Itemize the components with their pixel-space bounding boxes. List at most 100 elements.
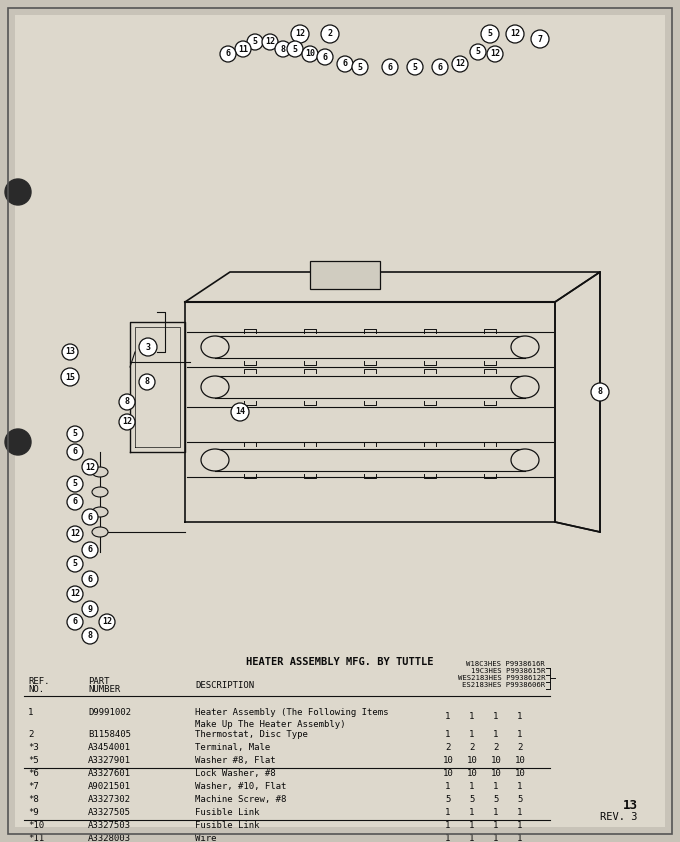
Text: Fusible Link: Fusible Link	[195, 808, 260, 817]
Circle shape	[67, 476, 83, 492]
Text: 5: 5	[469, 795, 475, 804]
Text: Fusible Link: Fusible Link	[195, 821, 260, 830]
Circle shape	[506, 25, 524, 43]
Text: Terminal, Male: Terminal, Male	[195, 743, 270, 752]
Circle shape	[5, 179, 31, 205]
Circle shape	[82, 571, 98, 587]
Text: 1: 1	[445, 730, 451, 739]
Text: 12: 12	[70, 589, 80, 599]
Text: 1: 1	[445, 834, 451, 842]
Text: *11: *11	[28, 834, 44, 842]
Text: HEATER ASSEMBLY MFG. BY TUTTLE: HEATER ASSEMBLY MFG. BY TUTTLE	[246, 657, 434, 667]
Text: 9: 9	[88, 605, 92, 614]
Text: NO.: NO.	[28, 685, 44, 694]
Circle shape	[291, 25, 309, 43]
Text: 1: 1	[517, 782, 523, 791]
Text: 6: 6	[322, 52, 328, 61]
Text: Wire: Wire	[195, 834, 216, 842]
Text: 12: 12	[295, 29, 305, 39]
Text: 1: 1	[445, 808, 451, 817]
Ellipse shape	[201, 449, 229, 471]
Text: A9021501: A9021501	[88, 782, 131, 791]
Text: 12: 12	[70, 530, 80, 539]
Circle shape	[82, 509, 98, 525]
Text: Thermostat, Disc Type: Thermostat, Disc Type	[195, 730, 308, 739]
Text: 5: 5	[488, 29, 492, 39]
Text: Heater Assembly (The Following Items: Heater Assembly (The Following Items	[195, 708, 388, 717]
Text: 1: 1	[517, 834, 523, 842]
Text: Machine Screw, #8: Machine Screw, #8	[195, 795, 286, 804]
Text: WES2183HES P9938612R: WES2183HES P9938612R	[458, 675, 545, 681]
Circle shape	[452, 56, 468, 72]
Circle shape	[67, 614, 83, 630]
Circle shape	[119, 394, 135, 410]
Text: 5: 5	[358, 62, 362, 72]
Text: *7: *7	[28, 782, 39, 791]
Circle shape	[432, 59, 448, 75]
Text: 10: 10	[466, 769, 477, 778]
Text: *6: *6	[28, 769, 39, 778]
Text: A3327302: A3327302	[88, 795, 131, 804]
Text: 6: 6	[73, 498, 78, 507]
Text: 5: 5	[73, 559, 78, 568]
Circle shape	[139, 374, 155, 390]
Ellipse shape	[92, 467, 108, 477]
Text: A3327901: A3327901	[88, 756, 131, 765]
Text: 5: 5	[445, 795, 451, 804]
Ellipse shape	[511, 449, 539, 471]
Text: NUMBER: NUMBER	[88, 685, 120, 694]
Text: 10: 10	[466, 756, 477, 765]
Text: 3: 3	[146, 343, 150, 351]
Text: A3327505: A3327505	[88, 808, 131, 817]
Text: 1: 1	[493, 782, 498, 791]
Circle shape	[82, 628, 98, 644]
Circle shape	[62, 344, 78, 360]
Text: 1: 1	[469, 730, 475, 739]
Text: 2: 2	[445, 743, 451, 752]
Text: 8: 8	[124, 397, 129, 407]
Text: *9: *9	[28, 808, 39, 817]
Ellipse shape	[92, 507, 108, 517]
Text: 8: 8	[280, 45, 286, 54]
Text: 10: 10	[491, 769, 501, 778]
Circle shape	[317, 49, 333, 65]
Text: B1158405: B1158405	[88, 730, 131, 739]
Text: 5: 5	[475, 47, 481, 56]
Circle shape	[337, 56, 353, 72]
Text: 10: 10	[491, 756, 501, 765]
Circle shape	[470, 44, 486, 60]
Circle shape	[287, 41, 303, 57]
Text: 5: 5	[413, 62, 418, 72]
Text: W18C3HES P9938616R: W18C3HES P9938616R	[466, 661, 545, 667]
Circle shape	[61, 368, 79, 386]
Text: ES2183HES P9938606R: ES2183HES P9938606R	[462, 682, 545, 688]
Text: 5: 5	[73, 479, 78, 488]
Text: 1: 1	[445, 712, 451, 721]
Text: 8: 8	[88, 632, 92, 641]
Text: 1: 1	[469, 782, 475, 791]
Circle shape	[382, 59, 398, 75]
Text: 1: 1	[469, 808, 475, 817]
Text: 10: 10	[515, 769, 526, 778]
Text: 6: 6	[73, 447, 78, 456]
Text: 8: 8	[598, 387, 602, 397]
Text: 2: 2	[28, 730, 33, 739]
Circle shape	[302, 46, 318, 62]
Text: 1: 1	[517, 821, 523, 830]
Circle shape	[487, 46, 503, 62]
Text: 1: 1	[493, 808, 498, 817]
Circle shape	[67, 494, 83, 510]
Circle shape	[262, 34, 278, 50]
Text: 2: 2	[493, 743, 498, 752]
Text: 6: 6	[343, 60, 347, 68]
Circle shape	[531, 30, 549, 48]
Circle shape	[231, 403, 249, 421]
Text: DESCRIPTION: DESCRIPTION	[195, 681, 254, 690]
Text: Washer #8, Flat: Washer #8, Flat	[195, 756, 275, 765]
Text: *3: *3	[28, 743, 39, 752]
Text: 19C3HES P9938615R: 19C3HES P9938615R	[471, 668, 545, 674]
Text: 1: 1	[493, 834, 498, 842]
Circle shape	[352, 59, 368, 75]
Text: PART: PART	[88, 677, 109, 686]
Text: 5: 5	[292, 45, 298, 54]
